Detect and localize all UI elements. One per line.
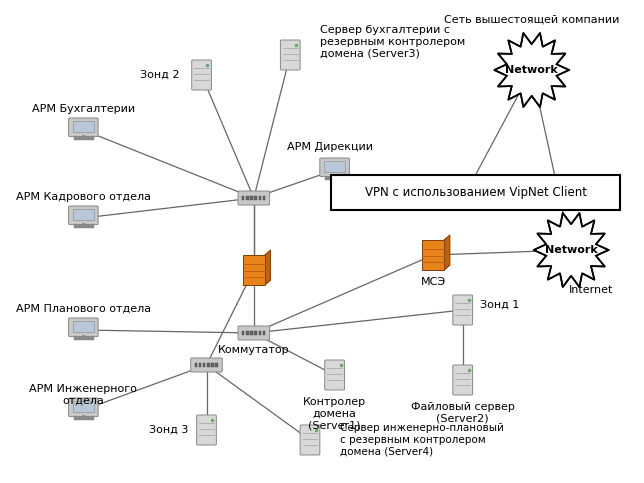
- Text: АРМ Инженерного
отдела: АРМ Инженерного отдела: [30, 384, 137, 406]
- FancyBboxPatch shape: [68, 118, 98, 137]
- FancyBboxPatch shape: [73, 209, 94, 220]
- FancyBboxPatch shape: [453, 295, 473, 325]
- FancyBboxPatch shape: [242, 331, 245, 335]
- Text: Internet: Internet: [569, 285, 613, 295]
- Text: Файловый сервер
(Server2): Файловый сервер (Server2): [411, 402, 515, 424]
- Text: АРМ Дирекции: АРМ Дирекции: [287, 142, 373, 152]
- FancyBboxPatch shape: [422, 240, 444, 270]
- FancyBboxPatch shape: [263, 196, 265, 200]
- FancyBboxPatch shape: [263, 331, 265, 335]
- FancyBboxPatch shape: [243, 255, 265, 285]
- Polygon shape: [494, 33, 569, 107]
- Text: Network: Network: [545, 245, 598, 255]
- Text: МСЭ: МСЭ: [421, 277, 446, 287]
- FancyBboxPatch shape: [199, 363, 202, 367]
- FancyBboxPatch shape: [68, 206, 98, 225]
- FancyBboxPatch shape: [453, 365, 473, 395]
- Text: АРМ Планового отдела: АРМ Планового отдела: [15, 304, 151, 314]
- Text: Контролер
домена
(Server1): Контролер домена (Server1): [303, 397, 366, 430]
- FancyBboxPatch shape: [68, 318, 98, 337]
- FancyBboxPatch shape: [194, 363, 197, 367]
- FancyBboxPatch shape: [203, 363, 205, 367]
- Text: АРМ Бухгалтерии: АРМ Бухгалтерии: [32, 104, 135, 114]
- FancyBboxPatch shape: [251, 196, 252, 200]
- Text: Сервер бухгалтерии с
резервным контролером
домена (Server3): Сервер бухгалтерии с резервным контролер…: [320, 25, 465, 58]
- Text: Зонд 1: Зонд 1: [480, 300, 520, 310]
- Text: Сеть вышестоящей компании: Сеть вышестоящей компании: [444, 15, 620, 25]
- FancyBboxPatch shape: [242, 196, 245, 200]
- Text: VPN с использованием VipNet Client: VPN с использованием VipNet Client: [365, 186, 587, 199]
- FancyBboxPatch shape: [192, 60, 211, 90]
- Text: Зонд 2: Зонд 2: [140, 70, 180, 80]
- FancyBboxPatch shape: [73, 121, 94, 132]
- Polygon shape: [243, 280, 270, 285]
- Text: Зонд 3: Зонд 3: [149, 425, 189, 435]
- FancyBboxPatch shape: [280, 40, 300, 70]
- FancyBboxPatch shape: [196, 415, 216, 445]
- FancyBboxPatch shape: [246, 196, 249, 200]
- FancyBboxPatch shape: [300, 425, 320, 455]
- FancyBboxPatch shape: [207, 363, 209, 367]
- FancyBboxPatch shape: [191, 358, 222, 372]
- FancyBboxPatch shape: [320, 158, 350, 176]
- FancyBboxPatch shape: [258, 331, 261, 335]
- FancyBboxPatch shape: [325, 360, 345, 390]
- Text: Сервер инженерно-плановый
с резервным контролером
домена (Server4): Сервер инженерно-плановый с резервным ко…: [339, 424, 504, 456]
- Text: Коммутатор: Коммутатор: [218, 345, 290, 355]
- FancyBboxPatch shape: [73, 401, 94, 412]
- FancyBboxPatch shape: [330, 175, 620, 210]
- FancyBboxPatch shape: [211, 363, 214, 367]
- FancyBboxPatch shape: [238, 191, 270, 205]
- Text: Network: Network: [506, 65, 558, 75]
- Polygon shape: [534, 213, 609, 287]
- FancyBboxPatch shape: [324, 161, 345, 172]
- Polygon shape: [444, 235, 450, 270]
- FancyBboxPatch shape: [246, 331, 249, 335]
- FancyBboxPatch shape: [251, 331, 252, 335]
- FancyBboxPatch shape: [254, 196, 257, 200]
- Polygon shape: [265, 250, 270, 285]
- FancyBboxPatch shape: [73, 321, 94, 332]
- Polygon shape: [422, 265, 450, 270]
- FancyBboxPatch shape: [215, 363, 218, 367]
- FancyBboxPatch shape: [238, 326, 270, 340]
- FancyBboxPatch shape: [254, 331, 257, 335]
- Text: АРМ Кадрового отдела: АРМ Кадрового отдела: [16, 192, 151, 202]
- FancyBboxPatch shape: [258, 196, 261, 200]
- FancyBboxPatch shape: [68, 398, 98, 416]
